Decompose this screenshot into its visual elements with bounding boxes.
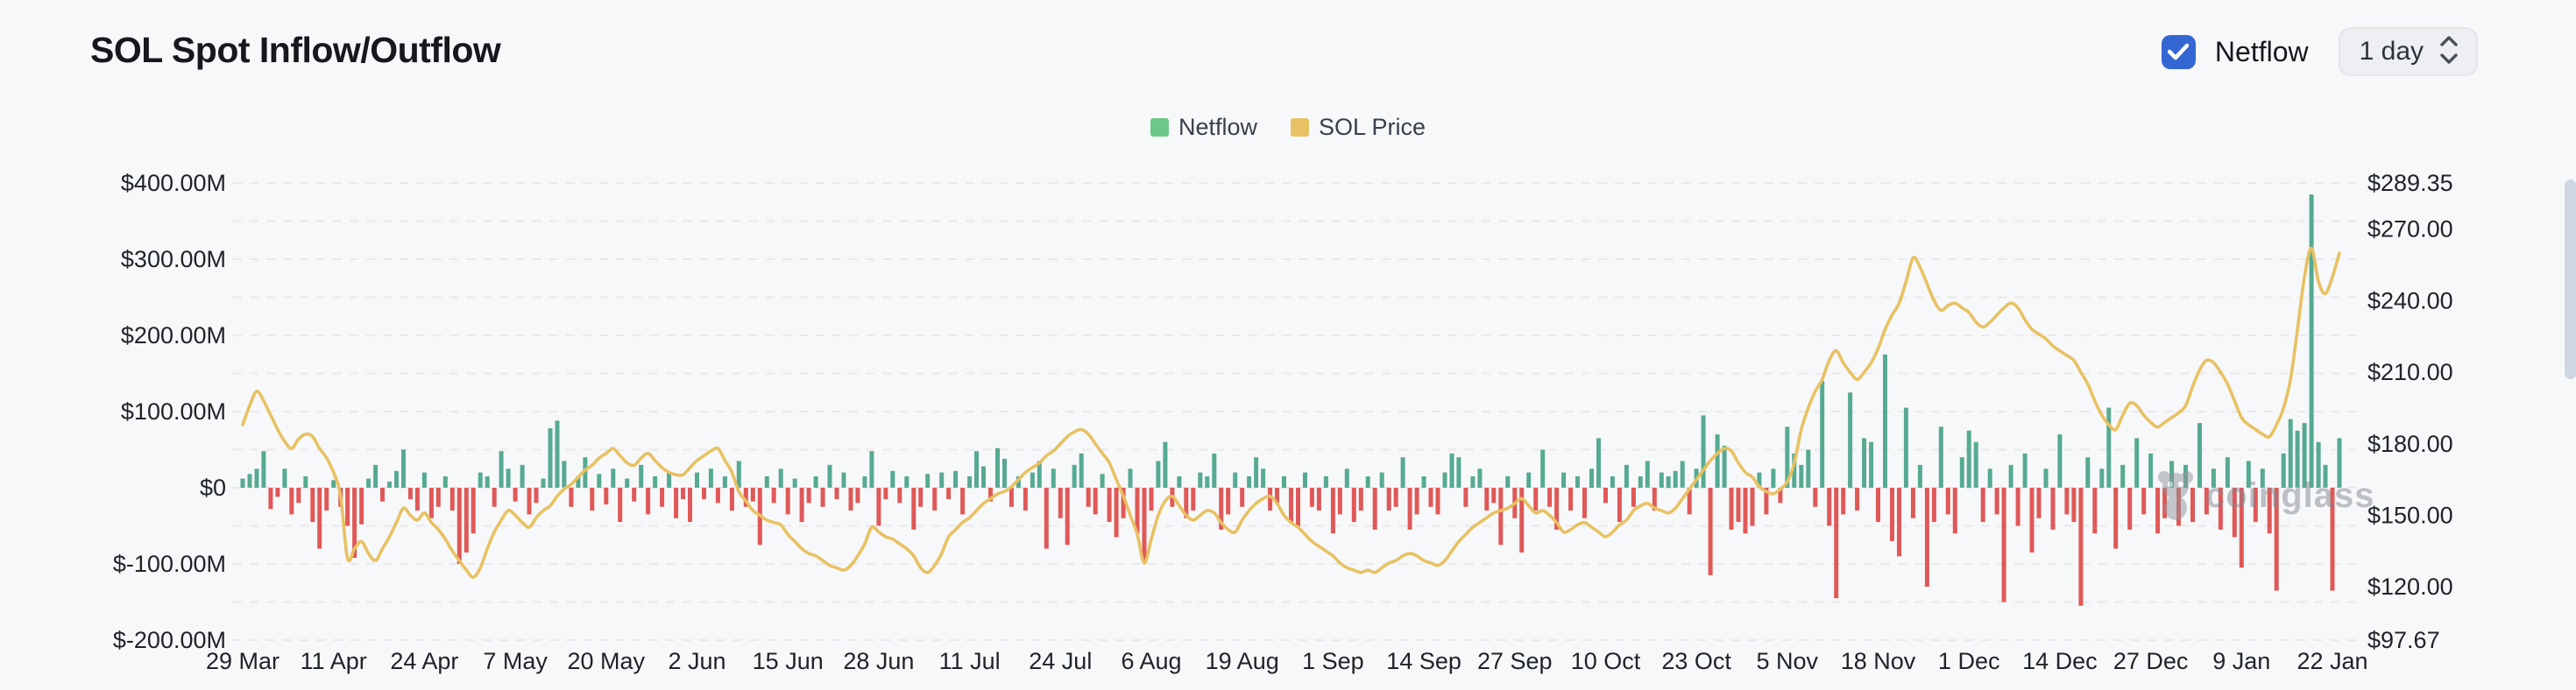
svg-text:11 Apr: 11 Apr <box>301 648 367 674</box>
interval-select-value: 1 day <box>2359 37 2424 66</box>
svg-text:$400.00M: $400.00M <box>121 170 226 196</box>
legend: Netflow SOL Price <box>0 114 2576 141</box>
svg-text:14 Sep: 14 Sep <box>1386 648 1461 674</box>
svg-text:10 Oct: 10 Oct <box>1571 648 1641 674</box>
svg-text:$-100.00M: $-100.00M <box>113 551 226 577</box>
netflow-checkbox-label: Netflow <box>2214 35 2309 67</box>
left-axis-labels: $400.00M $300.00M $200.00M $100.00M $0 $-100.… <box>113 170 226 653</box>
svg-text:24 Jul: 24 Jul <box>1029 648 1092 674</box>
svg-text:$240.00: $240.00 <box>2367 287 2453 313</box>
svg-text:$97.67: $97.67 <box>2367 627 2440 653</box>
svg-text:19 Aug: 19 Aug <box>1206 648 1279 674</box>
svg-text:$0: $0 <box>200 475 226 501</box>
svg-text:$289.35: $289.35 <box>2367 170 2453 196</box>
svg-text:6 Aug: 6 Aug <box>1121 648 1181 674</box>
x-axis-labels: 29 Mar 11 Apr 24 Apr 7 May 20 May 2 Jun 15 Jun… <box>206 648 2368 674</box>
svg-text:5 Nov: 5 Nov <box>1757 648 1819 674</box>
svg-text:$210.00: $210.00 <box>2367 359 2453 385</box>
interval-select[interactable]: 1 day <box>2338 27 2478 76</box>
svg-text:$120.00: $120.00 <box>2367 574 2453 600</box>
svg-text:7 May: 7 May <box>483 648 548 674</box>
right-axis-labels: $289.35 $270.00 $240.00 $210.00 $180.00 $150.… <box>2367 170 2453 653</box>
page-title: SOL Spot Inflow/Outflow <box>90 30 501 70</box>
svg-text:27 Sep: 27 Sep <box>1477 648 1553 674</box>
legend-label-netflow: Netflow <box>1178 114 1257 140</box>
svg-text:14 Dec: 14 Dec <box>2022 648 2098 674</box>
svg-text:23 Oct: 23 Oct <box>1661 648 1731 674</box>
checkmark-icon <box>2168 43 2190 60</box>
svg-text:15 Jun: 15 Jun <box>753 648 824 674</box>
svg-text:$270.00: $270.00 <box>2367 216 2453 243</box>
gridlines <box>233 182 2359 641</box>
svg-text:$180.00: $180.00 <box>2367 431 2453 457</box>
svg-text:2 Jun: 2 Jun <box>668 648 725 674</box>
svg-text:$300.00M: $300.00M <box>121 246 226 272</box>
svg-text:$150.00: $150.00 <box>2367 503 2453 529</box>
legend-item-netflow[interactable]: Netflow <box>1150 114 1257 141</box>
chart-controls: Netflow 1 day <box>2161 26 2478 77</box>
svg-text:18 Nov: 18 Nov <box>1841 648 1916 674</box>
netflow-swatch <box>1150 118 1169 137</box>
svg-text:1 Sep: 1 Sep <box>1302 648 1364 674</box>
netflow-checkbox[interactable] <box>2161 34 2196 69</box>
svg-text:$-200.00M: $-200.00M <box>113 627 226 653</box>
price-line <box>241 246 2341 580</box>
svg-text:24 Apr: 24 Apr <box>390 648 458 674</box>
svg-text:9 Jan: 9 Jan <box>2212 648 2270 674</box>
svg-text:29 Mar: 29 Mar <box>206 648 280 674</box>
svg-text:27 Dec: 27 Dec <box>2113 648 2189 674</box>
select-chevrons-icon <box>2438 33 2460 71</box>
svg-text:11 Jul: 11 Jul <box>939 648 1001 674</box>
svg-text:1 Dec: 1 Dec <box>1938 648 2000 674</box>
sol-price-swatch <box>1290 118 1309 137</box>
vertical-scrollbar[interactable] <box>2565 180 2576 379</box>
netflow-bars <box>240 194 2342 606</box>
svg-text:28 Jun: 28 Jun <box>843 648 914 674</box>
svg-text:20 May: 20 May <box>568 648 646 674</box>
svg-text:$200.00M: $200.00M <box>121 322 226 349</box>
svg-text:22 Jan: 22 Jan <box>2296 648 2367 674</box>
legend-item-sol-price[interactable]: SOL Price <box>1290 114 1426 141</box>
svg-text:$100.00M: $100.00M <box>121 398 226 425</box>
legend-label-sol-price: SOL Price <box>1318 114 1426 140</box>
